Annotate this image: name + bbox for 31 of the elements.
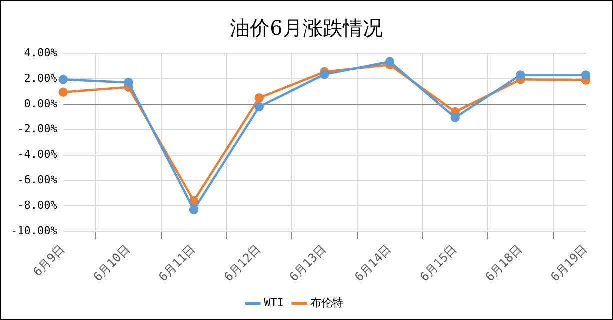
x-tick-label: 6月15日 [417, 242, 460, 284]
x-tick-label: 6月14日 [352, 242, 394, 284]
point [124, 78, 134, 88]
point [320, 70, 330, 80]
legend-label: 布伦特 [310, 296, 344, 310]
legend-label: WTI [264, 296, 284, 310]
y-tick-label: -6.00% [18, 174, 58, 187]
x-tick-label: 6月12日 [221, 242, 264, 284]
y-tick-label: -8.00% [18, 198, 58, 212]
y-tick-label: 2.00% [24, 72, 58, 85]
x-tick-label: 6月10日 [90, 242, 134, 284]
point [385, 57, 395, 66]
x-tick-label: 6月9日 [30, 242, 68, 280]
point [450, 113, 460, 122]
point [254, 93, 264, 103]
y-tick-label: 4.00% [24, 46, 58, 60]
point [189, 205, 199, 215]
y-tick-label: -4.00% [18, 148, 58, 162]
chart-title: 油价6月涨跌情况 [229, 15, 384, 42]
y-tick-label: 0.00% [24, 97, 58, 110]
x-tick-label: 6月18日 [482, 242, 525, 284]
point [516, 70, 526, 80]
x-tick-label: 6月13日 [286, 242, 330, 284]
y-tick-label: -10.00% [11, 224, 58, 238]
point [581, 70, 591, 80]
point [58, 75, 68, 84]
y-tick-label: -2.00% [18, 122, 58, 136]
x-tick-label: 6月11日 [156, 242, 198, 284]
x-tick-label: 6月19日 [548, 242, 590, 284]
point [254, 102, 264, 112]
point [58, 88, 68, 97]
